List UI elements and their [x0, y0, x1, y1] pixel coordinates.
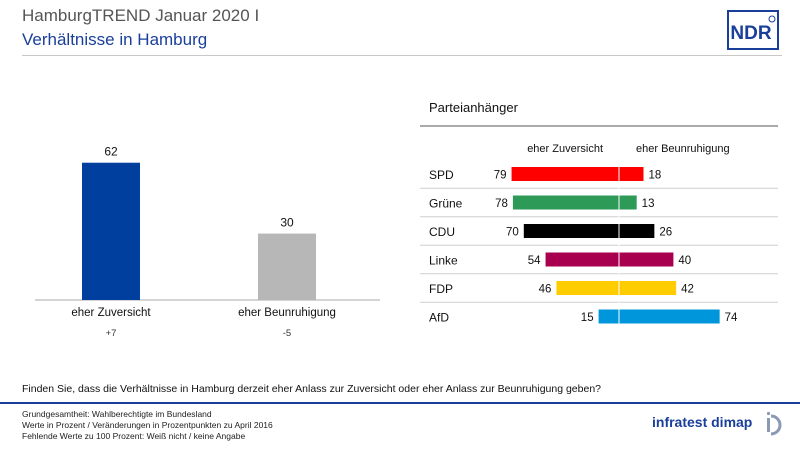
value-zuversicht-fdp: 46	[539, 284, 552, 296]
infratest-logo-text: infratest dimap	[652, 414, 752, 430]
value-label-beunruhigung: 30	[280, 216, 294, 230]
value-beunruhigung-cdu: 26	[659, 227, 672, 239]
footnote-population: Grundgesamtheit: Wahlberechtigte im Bund…	[22, 409, 212, 419]
bar-zuversicht	[82, 162, 140, 300]
infratest-dimap-logo: infratest dimap	[652, 411, 782, 436]
overall-bars-group: 62 eher Zuversicht +7 30 eher Beunruhigung -5	[71, 145, 336, 339]
party-chart: Parteianhänger eher Zuversicht eher Beun…	[420, 100, 778, 326]
bar-zuversicht-fdp	[556, 281, 619, 295]
value-zuversicht-linke: 54	[528, 255, 541, 267]
footer-divider	[0, 402, 800, 404]
value-beunruhigung-gruene: 13	[642, 198, 655, 210]
bar-beunruhigung-gruene	[619, 195, 637, 210]
party-label-fdp: FDP	[429, 282, 453, 296]
value-zuversicht-cdu: 70	[506, 227, 519, 239]
header-divider	[22, 55, 782, 56]
party-label-cdu: CDU	[429, 225, 455, 239]
overall-bar-chart: 62 eher Zuversicht +7 30 eher Beunruhigung -5	[35, 145, 380, 339]
bar-beunruhigung-cdu	[619, 224, 655, 238]
bar-zuversicht-cdu	[523, 224, 619, 238]
bar-beunruhigung-linke	[619, 252, 674, 267]
ndr-logo-text: NDR	[730, 23, 771, 44]
value-label-zuversicht: 62	[104, 145, 118, 159]
bar-zuversicht-afd	[598, 309, 619, 324]
change-label-beunruhigung: -5	[283, 328, 291, 339]
category-label-zuversicht: eher Zuversicht	[71, 307, 151, 319]
party-label-afd: AfD	[429, 311, 449, 325]
change-label-zuversicht: +7	[106, 328, 117, 339]
party-chart-title: Parteianhänger	[429, 100, 519, 115]
value-beunruhigung-spd: 18	[648, 170, 661, 182]
page-subtitle: Verhältnisse in Hamburg	[22, 30, 208, 49]
value-zuversicht-gruene: 78	[495, 198, 508, 210]
ndr-logo: NDR	[727, 10, 779, 50]
value-zuversicht-spd: 79	[494, 170, 507, 182]
category-label-beunruhigung: eher Beunruhigung	[238, 307, 336, 319]
bar-beunruhigung-fdp	[619, 281, 677, 295]
bar-zuversicht-spd	[511, 167, 619, 181]
value-beunruhigung-fdp: 42	[681, 284, 694, 296]
bar-beunruhigung-afd	[619, 309, 720, 324]
page-title: HamburgTREND Januar 2020 I	[22, 6, 260, 25]
footnote-units: Werte in Prozent / Veränderungen in Proz…	[22, 420, 273, 430]
bar-zuversicht-gruene	[512, 195, 619, 210]
party-label-gruene: Grüne	[429, 197, 463, 211]
left-column-label: eher Zuversicht	[527, 143, 603, 155]
value-beunruhigung-afd: 74	[725, 312, 738, 324]
party-label-linke: Linke	[429, 254, 458, 268]
value-zuversicht-afd: 15	[581, 312, 594, 324]
survey-question: Finden Sie, dass die Verhältnisse in Ham…	[22, 383, 602, 395]
bar-zuversicht-linke	[545, 252, 619, 267]
bar-beunruhigung-spd	[619, 167, 644, 181]
value-beunruhigung-linke: 40	[678, 255, 691, 267]
right-column-label: eher Beunruhigung	[636, 143, 730, 155]
bar-beunruhigung	[258, 233, 316, 300]
footnote-missing: Fehlende Werte zu 100 Prozent: Weiß nich…	[22, 431, 246, 441]
party-label-spd: SPD	[429, 168, 454, 182]
party-rows-group: SPD 79 18 Grüne 78 13 CDU 70 26 Linke 54 40 FDP 46 42 A…	[420, 156, 778, 326]
